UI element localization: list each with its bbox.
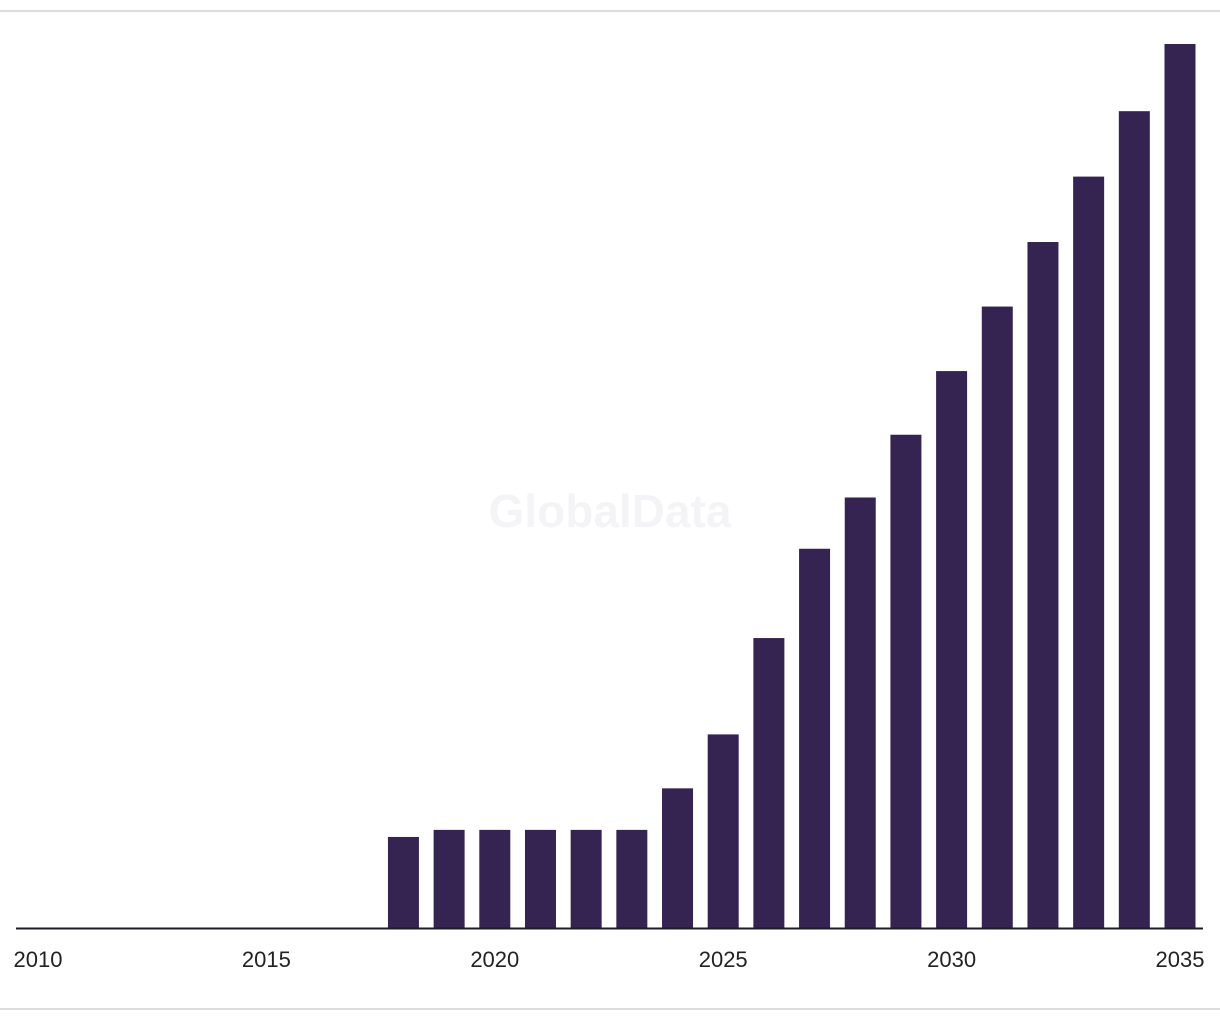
bar-2032 (1027, 242, 1059, 928)
bar-2018 (387, 836, 419, 928)
bar-2029 (890, 434, 922, 928)
x-tick-labels: 2010 2015 2020 2025 2030 2035 (14, 947, 1205, 972)
bar-2022 (570, 829, 602, 928)
bar-2026 (753, 638, 785, 928)
watermark-text: GlobalData (489, 485, 732, 537)
bar-2030 (936, 371, 968, 929)
x-tick-label-2020: 2020 (470, 947, 519, 972)
top-divider (0, 10, 1220, 12)
x-tick-label-2025: 2025 (699, 947, 748, 972)
bar-2024 (662, 788, 694, 928)
bar-2031 (981, 306, 1013, 928)
x-tick-label-2010: 2010 (14, 947, 63, 972)
bar-2023 (616, 829, 648, 928)
bar-2033 (1073, 176, 1105, 929)
bar-2021 (524, 829, 556, 928)
bar-2019 (433, 829, 465, 928)
x-tick-label-2030: 2030 (927, 947, 976, 972)
x-tick-label-2015: 2015 (242, 947, 291, 972)
bar-2034 (1118, 111, 1150, 929)
bar-2035 (1164, 44, 1196, 928)
bar-2025 (707, 734, 739, 928)
bar-2027 (799, 548, 831, 928)
bars-group (387, 44, 1196, 929)
bottom-divider (0, 1008, 1220, 1010)
bar-2020 (479, 829, 511, 928)
x-tick-label-2035: 2035 (1156, 947, 1205, 972)
bar-2028 (844, 497, 876, 928)
